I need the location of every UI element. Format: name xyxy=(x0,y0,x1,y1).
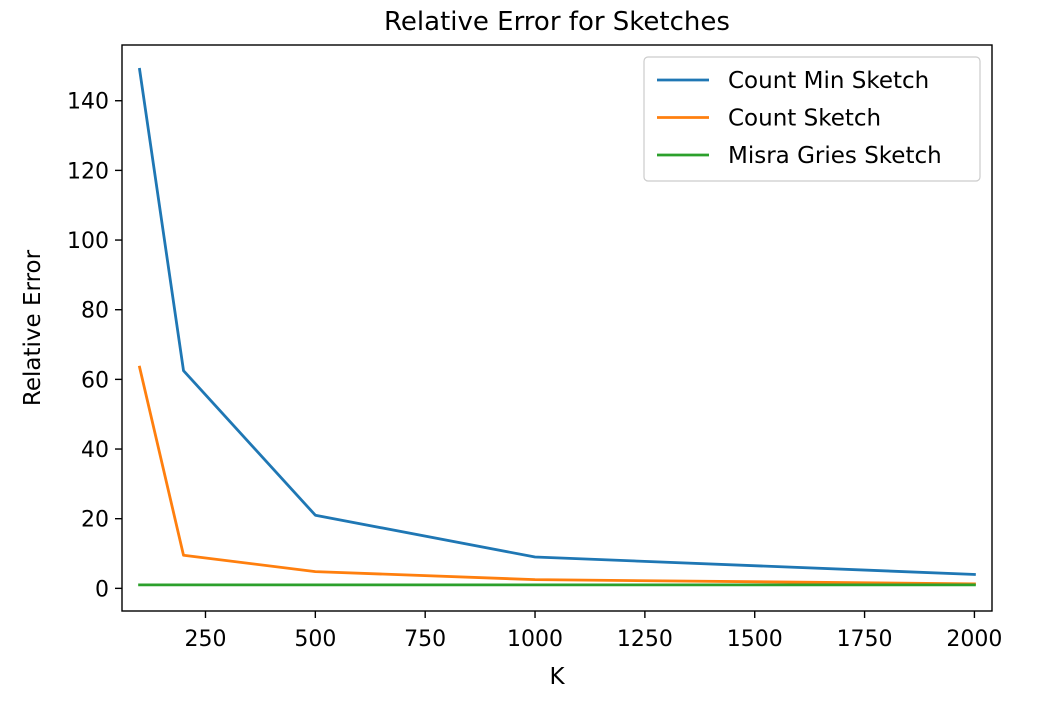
x-tick-label: 500 xyxy=(294,627,336,652)
y-tick-label: 40 xyxy=(81,438,109,463)
series-line-count-sketch xyxy=(137,365,976,586)
y-tick-label: 60 xyxy=(81,368,109,393)
y-axis-label: Relative Error xyxy=(20,249,46,406)
plot-area-frame xyxy=(121,44,993,612)
legend-label: Count Sketch xyxy=(728,106,881,132)
x-tick-label: 250 xyxy=(184,627,226,652)
y-tick-label: 20 xyxy=(81,508,109,533)
ticks-layer: 250 500 750 1000 1250 1500 1750 2000 0 20 40 60 80 10… xyxy=(67,90,1002,652)
y-tick-label: 80 xyxy=(81,299,109,324)
chart-title: Relative Error for Sketches xyxy=(384,7,730,37)
x-axis-label: K xyxy=(549,664,565,690)
x-tick-label: 2000 xyxy=(946,627,1002,652)
series-line-count-min-sketch xyxy=(137,67,976,576)
y-tick-label: 120 xyxy=(67,159,109,184)
y-tick-label: 100 xyxy=(67,229,109,254)
legend-box xyxy=(643,56,981,182)
x-tick-label: 1000 xyxy=(507,627,563,652)
y-tick-label: 140 xyxy=(67,90,109,115)
legend-label: Misra Gries Sketch xyxy=(728,143,942,169)
series-lines xyxy=(137,67,976,587)
x-tick-label: 750 xyxy=(404,627,446,652)
legend: Count Min Sketch Count Sketch Misra Gries … xyxy=(643,56,981,182)
x-tick-label: 1750 xyxy=(837,627,893,652)
x-tick-label: 1500 xyxy=(727,627,783,652)
y-tick-label: 0 xyxy=(95,577,109,602)
legend-label: Count Min Sketch xyxy=(728,68,929,94)
x-tick-label: 1250 xyxy=(617,627,673,652)
legend-entries: Count Min Sketch Count Sketch Misra Gries … xyxy=(657,68,942,169)
